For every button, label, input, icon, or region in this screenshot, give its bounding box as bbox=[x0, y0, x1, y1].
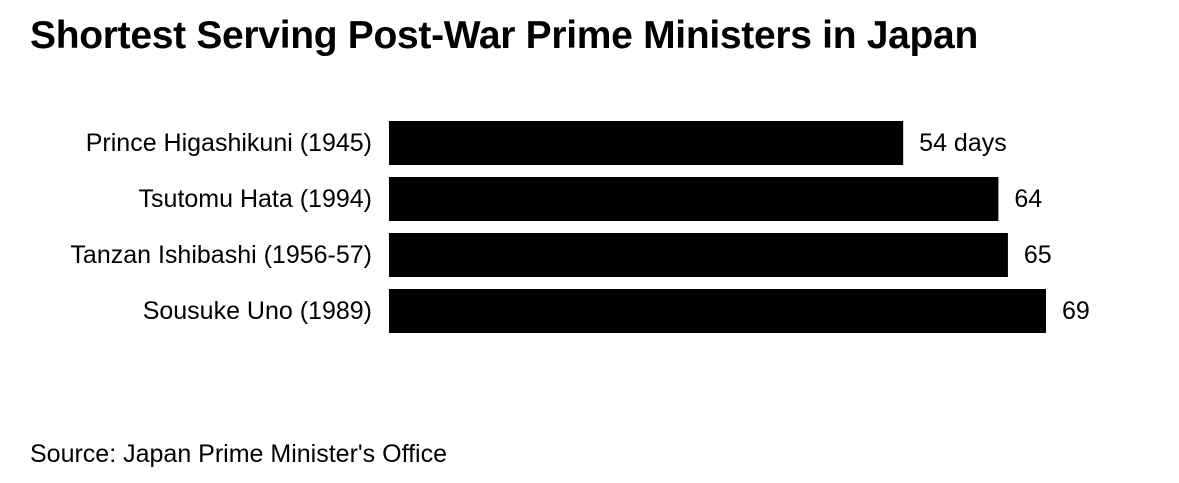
value-label: 54 days bbox=[919, 129, 1007, 157]
category-label: Prince Higashikuni (1945) bbox=[86, 129, 372, 157]
bar bbox=[389, 121, 904, 165]
category-label: Tanzan Ishibashi (1956-57) bbox=[70, 241, 372, 269]
value-label: 65 bbox=[1024, 241, 1052, 269]
chart-title: Shortest Serving Post-War Prime Minister… bbox=[30, 14, 978, 57]
bar bbox=[389, 233, 1008, 277]
value-label: 64 bbox=[1014, 185, 1042, 213]
category-label: Sousuke Uno (1989) bbox=[143, 297, 372, 325]
value-label: 69 bbox=[1062, 297, 1090, 325]
category-label: Tsutomu Hata (1994) bbox=[139, 185, 372, 213]
source-note: Source: Japan Prime Minister's Office bbox=[30, 440, 447, 468]
bar bbox=[389, 177, 999, 221]
bar bbox=[389, 289, 1046, 333]
